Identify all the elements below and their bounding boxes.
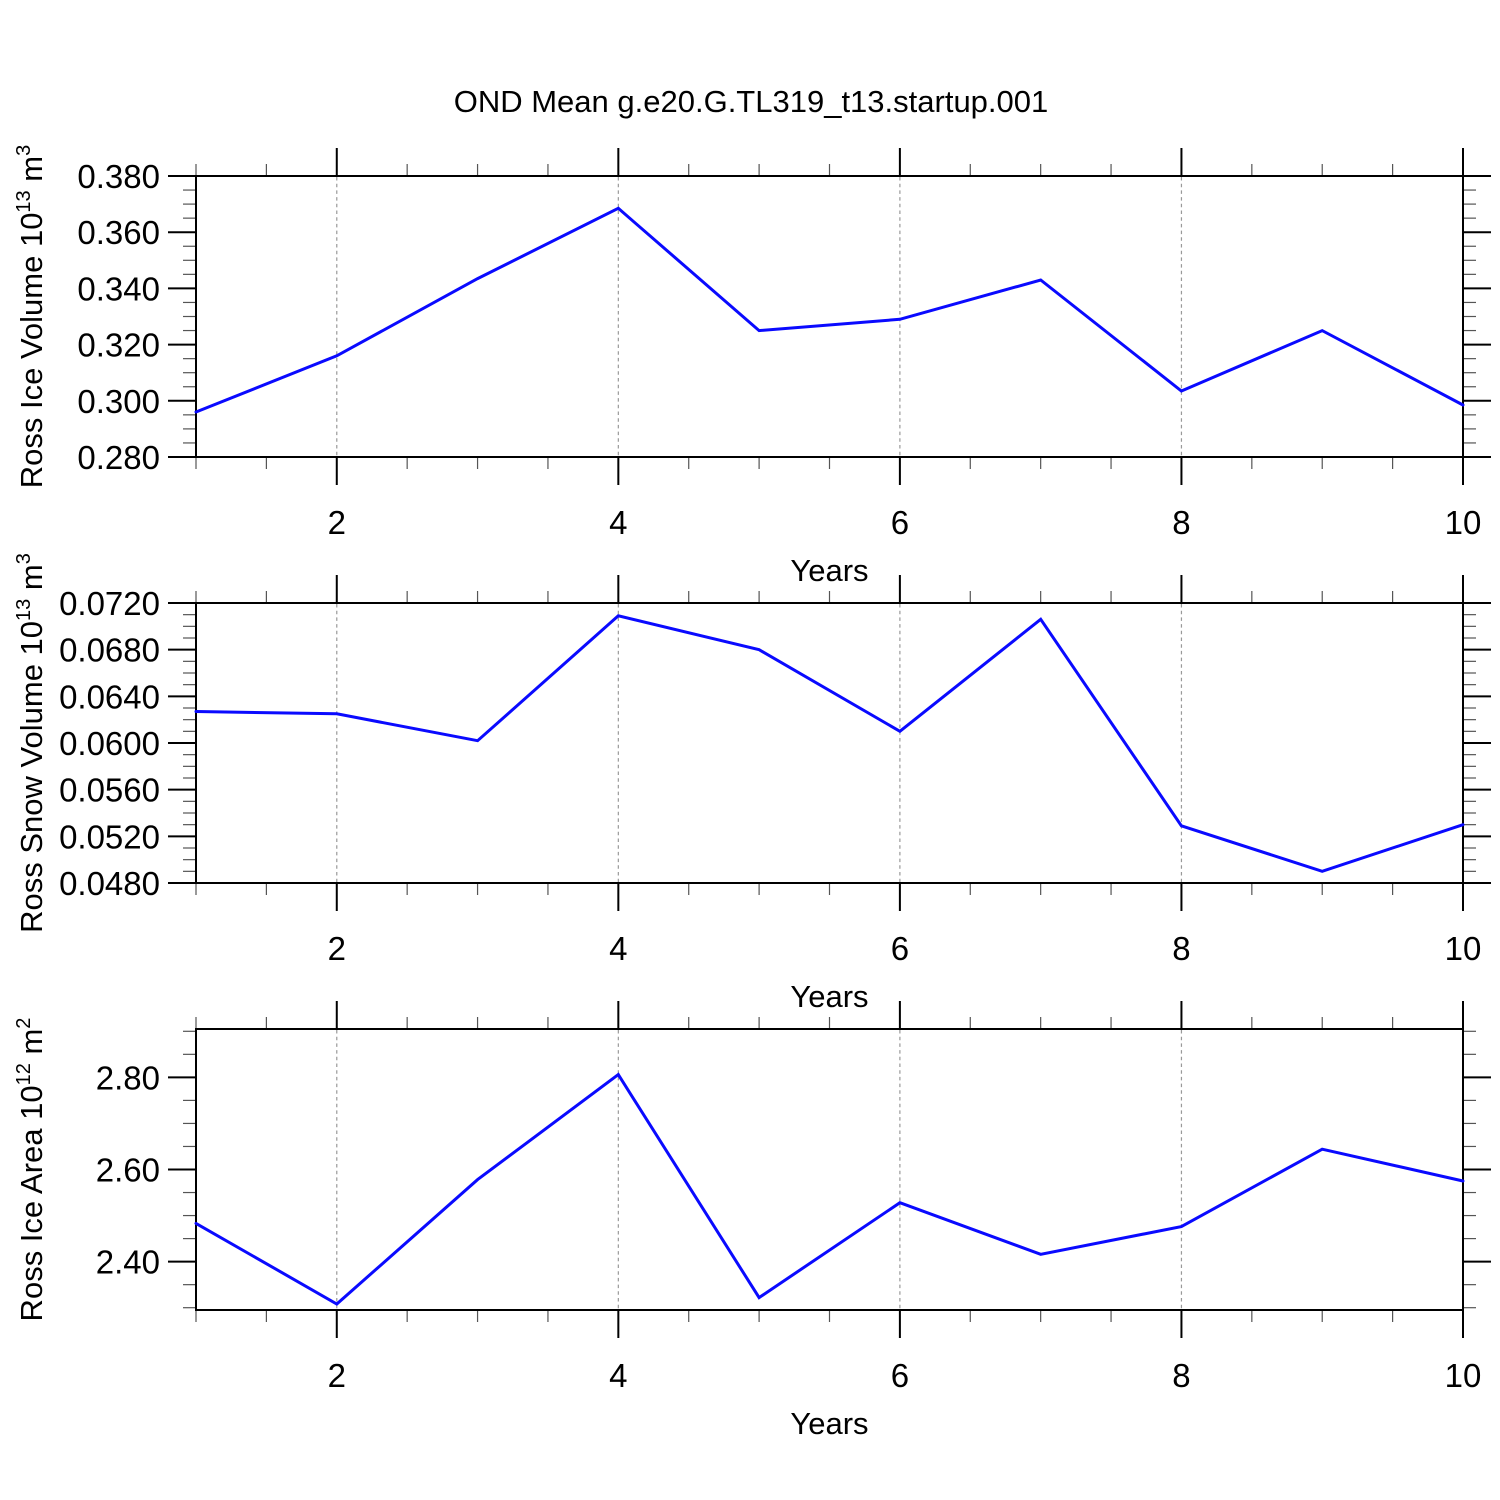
gridlines xyxy=(336,1030,1183,1309)
y-tick-label: 0.360 xyxy=(77,214,160,251)
y-minor-ticks xyxy=(183,1030,1476,1309)
x-tick-label: 2 xyxy=(328,930,346,967)
x-tick-label: 2 xyxy=(328,504,346,541)
data-line xyxy=(194,206,1465,414)
x-major-ticks: 2 4 6 8 10 xyxy=(328,148,1482,541)
x-major-ticks: 2 4 6 8 10 xyxy=(328,1001,1482,1394)
gridlines xyxy=(336,604,1183,882)
y-major-ticks: 0.0480 0.0520 0.0560 0.0600 0.0640 0.0680 0.07… xyxy=(59,585,1491,902)
y-major-ticks: 2.40 2.60 2.80 xyxy=(96,1059,1491,1281)
y-tick-label: 0.0640 xyxy=(59,678,160,715)
data-line xyxy=(194,1072,1465,1306)
y-axis-title: Ross Ice Area 1012 m2 xyxy=(13,1018,49,1322)
y-minor-ticks xyxy=(183,189,1476,444)
y-tick-label: 0.0680 xyxy=(59,632,160,669)
y-tick-label: 0.0600 xyxy=(59,725,160,762)
y-tick-label: 0.320 xyxy=(77,327,160,364)
y-tick-label: 0.0480 xyxy=(59,865,160,902)
x-minor-ticks xyxy=(195,591,1394,895)
y-tick-label: 2.60 xyxy=(96,1152,160,1189)
y-tick-label: 2.40 xyxy=(96,1244,160,1281)
x-tick-label: 8 xyxy=(1172,1357,1190,1394)
x-tick-label: 6 xyxy=(891,504,909,541)
gridlines xyxy=(336,177,1183,456)
x-tick-label: 10 xyxy=(1445,504,1482,541)
chart-2: 0.0480 0.0520 0.0560 0.0600 0.0640 0.0680 0.07… xyxy=(13,553,1491,1014)
x-minor-ticks xyxy=(195,1017,1394,1322)
x-axis-title: Years xyxy=(790,553,868,588)
y-tick-label: 0.300 xyxy=(77,383,160,420)
plot-frame xyxy=(195,1028,1464,1311)
y-tick-label: 2.80 xyxy=(96,1059,160,1096)
plot-frame xyxy=(195,175,1464,458)
x-tick-label: 4 xyxy=(609,1357,627,1394)
x-minor-ticks xyxy=(195,164,1394,469)
x-tick-label: 4 xyxy=(609,504,627,541)
x-tick-label: 10 xyxy=(1445,930,1482,967)
y-minor-ticks xyxy=(183,614,1476,872)
y-tick-label: 0.0720 xyxy=(59,585,160,622)
chart-1: 0.280 0.300 0.320 0.340 0.360 0.380 2 4 6 8 10 Year… xyxy=(13,145,1491,588)
y-tick-label: 0.280 xyxy=(77,439,160,476)
x-tick-label: 8 xyxy=(1172,504,1190,541)
x-tick-label: 2 xyxy=(328,1357,346,1394)
x-tick-label: 10 xyxy=(1445,1357,1482,1394)
plot-frame xyxy=(195,602,1464,884)
chart-3: 2.40 2.60 2.80 2 4 6 8 10 Years Ross Ice Area 101… xyxy=(13,1001,1491,1441)
x-tick-label: 8 xyxy=(1172,930,1190,967)
y-major-ticks: 0.280 0.300 0.320 0.340 0.360 0.380 xyxy=(77,158,1491,476)
x-tick-label: 6 xyxy=(891,930,909,967)
y-axis-title: Ross Ice Volume 1013 m3 xyxy=(13,145,49,489)
y-tick-label: 0.0520 xyxy=(59,818,160,855)
y-tick-label: 0.0560 xyxy=(59,772,160,809)
data-line xyxy=(194,614,1465,873)
figure-title: OND Mean g.e20.G.TL319_t13.startup.001 xyxy=(454,84,1049,119)
y-tick-label: 0.380 xyxy=(77,158,160,195)
y-axis-title: Ross Snow Volume 1013 m3 xyxy=(13,553,49,933)
x-axis-title: Years xyxy=(790,1406,868,1441)
y-tick-label: 0.340 xyxy=(77,270,160,307)
x-axis-title: Years xyxy=(790,979,868,1014)
x-tick-label: 4 xyxy=(609,930,627,967)
x-major-ticks: 2 4 6 8 10 xyxy=(328,575,1482,967)
x-tick-label: 6 xyxy=(891,1357,909,1394)
